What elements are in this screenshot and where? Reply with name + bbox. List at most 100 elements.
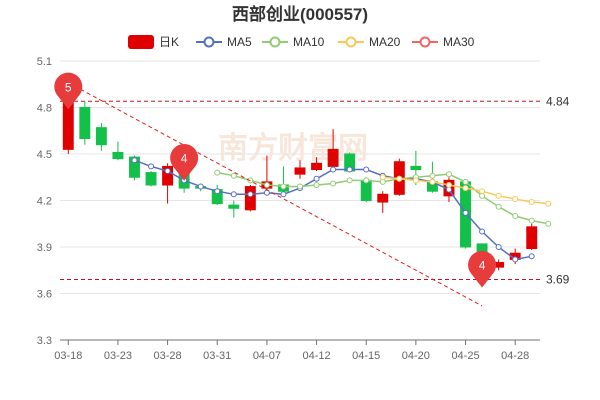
y-axis: 3.3 3.6 3.9 4.2 4.5 4.8 5.1 — [37, 56, 52, 347]
moving-averages — [131, 157, 552, 263]
y-tick-4: 4.5 — [37, 149, 52, 161]
markers: 5 4 4 — [54, 72, 497, 288]
candle-body — [526, 226, 538, 250]
x-tick-4: 04-07 — [253, 350, 281, 362]
ma20-point-6 — [479, 188, 486, 195]
x-tick-7: 04-20 — [402, 350, 430, 362]
ma5-point-22 — [495, 244, 502, 250]
grid — [60, 60, 540, 341]
ma5-point-13 — [346, 166, 353, 173]
ma5-point-12 — [330, 166, 337, 173]
ma20-point-0 — [379, 174, 386, 181]
ma20-point-3 — [429, 178, 436, 185]
ma10-point-8 — [346, 177, 353, 184]
candle-10 — [228, 200, 240, 218]
ma10-point-1 — [230, 172, 237, 179]
candle-body — [112, 151, 124, 160]
legend: 日K MA5 MA10 MA20 MA30 — [128, 35, 475, 49]
x-tick-9: 04-28 — [501, 350, 529, 362]
x-tick-1: 03-23 — [104, 350, 132, 362]
x-axis: 03-18 03-23 03-28 03-31 04-07 04-12 04-15 04-20… — [54, 339, 540, 362]
legend-label-3: MA20 — [369, 35, 401, 49]
reference-lines: 4.84 3.69 — [60, 94, 570, 287]
candle-body — [311, 162, 323, 171]
ma5-point-9 — [280, 191, 287, 198]
ma10-point-4 — [280, 183, 287, 190]
marker-shape — [54, 72, 83, 110]
ma5-point-20 — [462, 209, 469, 216]
ma10-point-18 — [512, 213, 519, 219]
legend-label-1: MA5 — [227, 35, 252, 49]
candle-body — [360, 179, 372, 202]
ma5-point-24 — [528, 253, 535, 260]
marker-label: 5 — [65, 80, 72, 94]
watermark: 南方财富网 — [218, 131, 368, 165]
candle-5 — [145, 171, 157, 187]
legend-dot-4 — [419, 36, 431, 48]
chart-title: 西部创业(000557) — [232, 4, 368, 24]
legend-dot-2 — [269, 36, 281, 48]
candle-body — [162, 165, 174, 186]
ma20-point-5 — [462, 185, 469, 192]
marker-pin-0: 5 — [54, 72, 83, 110]
x-tick-2: 03-28 — [154, 350, 182, 362]
legend-label-0: 日K — [159, 35, 179, 49]
legend-dot-3 — [345, 36, 357, 48]
marker-shape — [170, 143, 199, 181]
candle-body — [377, 193, 389, 203]
marker-shape — [468, 250, 497, 288]
ma20-point-9 — [528, 199, 535, 206]
ma5-point-1 — [148, 163, 155, 170]
candle-2 — [95, 123, 107, 151]
candle-15 — [311, 157, 323, 172]
ma10-point-20 — [545, 220, 552, 227]
trend-line — [68, 82, 483, 307]
ma10-point-19 — [528, 217, 535, 224]
x-tick-6: 04-15 — [352, 350, 380, 362]
ma20-point-4 — [445, 182, 452, 188]
ma10-point-0 — [214, 169, 221, 176]
candle-14 — [294, 160, 306, 179]
ma10-point-14 — [445, 171, 452, 178]
candle-1 — [79, 101, 91, 145]
y-tick-5: 4.8 — [37, 103, 52, 115]
candle-body — [95, 127, 107, 146]
ma5-point-0 — [131, 157, 138, 164]
ma5-point-2 — [164, 168, 171, 175]
ma10-point-3 — [263, 182, 270, 188]
candle-body — [129, 156, 140, 178]
marker-pin-1: 4 — [170, 143, 199, 181]
legend-dot-1 — [203, 36, 215, 48]
ma5-point-7 — [247, 191, 254, 198]
ma5-point-4 — [197, 183, 204, 190]
ma10-point-9 — [363, 177, 370, 184]
ma20-point-8 — [512, 195, 519, 202]
candle-16 — [327, 129, 339, 170]
marker-label: 4 — [479, 259, 486, 273]
ma20-point-10 — [545, 200, 552, 207]
candle-body — [410, 165, 422, 170]
candle-3 — [112, 141, 124, 161]
ma5-point-23 — [512, 256, 519, 263]
candle-body — [145, 172, 157, 186]
candle-28 — [526, 223, 538, 251]
legend-swatch-kline — [128, 35, 154, 49]
y-tick-0: 3.3 — [37, 335, 52, 347]
candle-19 — [377, 191, 389, 213]
ref-label-0: 4.84 — [546, 94, 570, 108]
x-tick-8: 04-25 — [451, 350, 479, 362]
ma5-point-21 — [479, 228, 486, 235]
candle-body — [327, 148, 339, 167]
legend-label-2: MA10 — [293, 35, 325, 49]
ma10-point-17 — [495, 203, 502, 210]
ma20-point-1 — [396, 175, 403, 182]
y-tick-2: 3.9 — [37, 242, 52, 254]
x-tick-5: 04-12 — [302, 350, 330, 362]
trendline — [68, 82, 483, 307]
y-tick-1: 3.6 — [37, 289, 52, 301]
candle-body — [79, 107, 91, 139]
ma5-point-11 — [313, 175, 320, 182]
candle-body — [244, 186, 256, 211]
ma5-point-14 — [363, 166, 370, 173]
